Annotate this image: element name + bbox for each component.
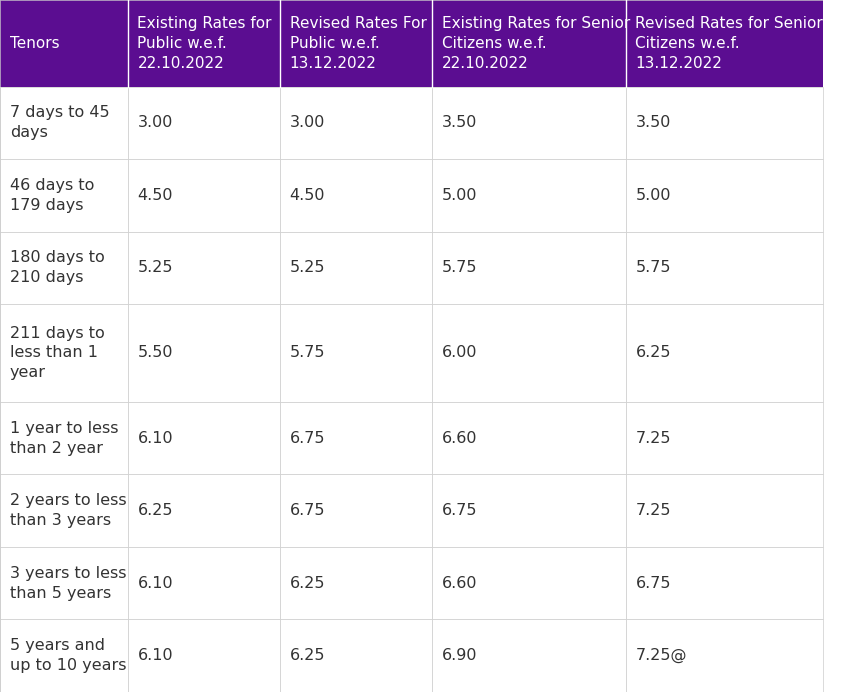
Bar	[0, 619, 128, 692]
Bar	[625, 159, 823, 232]
Text: 6.75: 6.75	[289, 503, 326, 518]
Text: Tenors: Tenors	[9, 36, 59, 51]
Text: 5.00: 5.00	[442, 188, 478, 203]
Text: 7.25@: 7.25@	[636, 648, 687, 664]
Text: 6.75: 6.75	[636, 576, 671, 591]
Bar	[280, 159, 432, 232]
Text: Existing Rates for Senior
Citizens w.e.f.
22.10.2022: Existing Rates for Senior Citizens w.e.f…	[442, 16, 631, 71]
Text: 6.90: 6.90	[442, 648, 478, 663]
Bar	[280, 402, 432, 475]
Text: 3 years to less
than 5 years: 3 years to less than 5 years	[9, 566, 126, 601]
Bar	[280, 86, 432, 159]
Bar	[0, 159, 128, 232]
Text: Revised Rates For
Public w.e.f.
13.12.2022: Revised Rates For Public w.e.f. 13.12.20…	[289, 16, 427, 71]
Text: 5 years and
up to 10 years: 5 years and up to 10 years	[9, 638, 126, 673]
Bar	[0, 475, 128, 547]
Bar	[0, 402, 128, 475]
Bar	[280, 619, 432, 692]
Text: 7.25: 7.25	[636, 503, 671, 518]
Text: 3.00: 3.00	[289, 116, 325, 130]
Text: 1 year to less
than 2 year: 1 year to less than 2 year	[9, 421, 119, 455]
Text: 2 years to less
than 3 years: 2 years to less than 3 years	[9, 493, 126, 528]
Bar	[625, 547, 823, 619]
Bar	[0, 232, 128, 304]
Bar	[625, 232, 823, 304]
Bar	[0, 0, 128, 86]
Text: 4.50: 4.50	[137, 188, 173, 203]
Bar	[432, 0, 625, 86]
Text: 6.25: 6.25	[289, 648, 326, 663]
Bar	[625, 304, 823, 402]
Text: 6.25: 6.25	[289, 576, 326, 591]
Bar	[625, 0, 823, 86]
Text: 7.25: 7.25	[636, 430, 671, 446]
Text: 46 days to
179 days: 46 days to 179 days	[9, 178, 94, 212]
Text: Existing Rates for
Public w.e.f.
22.10.2022: Existing Rates for Public w.e.f. 22.10.2…	[137, 16, 272, 71]
Text: 5.75: 5.75	[289, 345, 326, 361]
Bar	[128, 86, 280, 159]
Text: 6.60: 6.60	[442, 430, 478, 446]
Bar	[280, 547, 432, 619]
Bar	[280, 475, 432, 547]
Bar	[128, 0, 280, 86]
Text: 5.50: 5.50	[137, 345, 173, 361]
Text: 5.75: 5.75	[442, 260, 478, 275]
Text: 6.10: 6.10	[137, 648, 173, 663]
Bar	[128, 159, 280, 232]
Text: 5.00: 5.00	[636, 188, 671, 203]
Bar	[0, 304, 128, 402]
Bar	[432, 619, 625, 692]
Bar	[0, 86, 128, 159]
Bar	[432, 86, 625, 159]
Bar	[432, 304, 625, 402]
Text: 6.75: 6.75	[289, 430, 326, 446]
Bar	[128, 619, 280, 692]
Bar	[128, 232, 280, 304]
Text: 6.10: 6.10	[137, 430, 173, 446]
Text: 5.25: 5.25	[137, 260, 173, 275]
Text: 5.25: 5.25	[289, 260, 326, 275]
Text: 3.50: 3.50	[636, 116, 671, 130]
Text: 6.75: 6.75	[442, 503, 478, 518]
Bar	[0, 547, 128, 619]
Bar	[432, 232, 625, 304]
Text: 5.75: 5.75	[636, 260, 671, 275]
Bar	[432, 547, 625, 619]
Bar	[625, 402, 823, 475]
Bar	[625, 619, 823, 692]
Text: 3.00: 3.00	[137, 116, 173, 130]
Text: 180 days to
210 days: 180 days to 210 days	[9, 251, 105, 285]
Bar	[280, 232, 432, 304]
Bar	[432, 159, 625, 232]
Bar	[432, 475, 625, 547]
Text: 6.25: 6.25	[137, 503, 173, 518]
Text: 4.50: 4.50	[289, 188, 326, 203]
Bar	[128, 475, 280, 547]
Bar	[280, 0, 432, 86]
Text: 6.00: 6.00	[442, 345, 478, 361]
Bar	[432, 402, 625, 475]
Bar	[625, 86, 823, 159]
Bar	[128, 547, 280, 619]
Text: Revised Rates for Senior
Citizens w.e.f.
13.12.2022: Revised Rates for Senior Citizens w.e.f.…	[636, 16, 823, 71]
Text: 211 days to
less than 1
year: 211 days to less than 1 year	[9, 326, 105, 381]
Bar	[128, 304, 280, 402]
Bar	[128, 402, 280, 475]
Bar	[280, 304, 432, 402]
Bar	[625, 475, 823, 547]
Text: 6.10: 6.10	[137, 576, 173, 591]
Text: 3.50: 3.50	[442, 116, 478, 130]
Text: 7 days to 45
days: 7 days to 45 days	[9, 105, 109, 140]
Text: 6.25: 6.25	[636, 345, 671, 361]
Text: 6.60: 6.60	[442, 576, 478, 591]
